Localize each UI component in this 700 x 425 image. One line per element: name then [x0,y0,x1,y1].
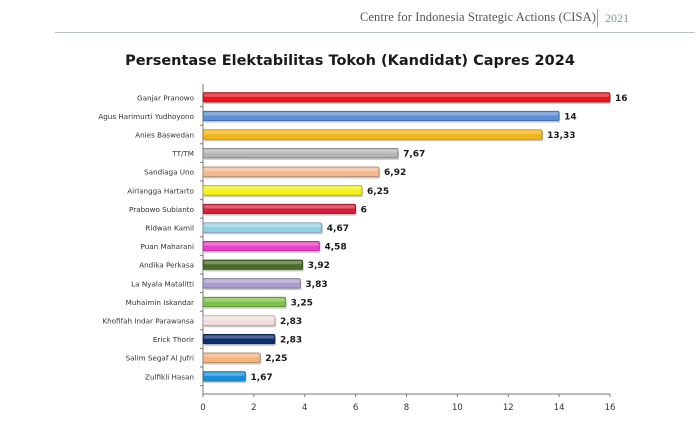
bar-highlight [204,260,302,265]
bar [202,334,276,345]
bar [202,92,611,103]
header-separator [597,9,598,27]
header-divider [55,32,695,33]
value-label: 1,67 [250,373,272,383]
x-tick-label: 2 [251,403,256,413]
category-label: Khofifah Indar Parawansa [102,317,194,326]
bar [202,166,380,177]
value-label: 4,67 [327,224,349,234]
bar [202,259,304,270]
value-label: 4,58 [325,243,347,253]
category-label: TT/TM [171,149,194,158]
category-label: Agus Harimurti Yudhoyono [98,112,194,121]
value-label: 14 [564,112,577,122]
bar-highlight [204,279,300,283]
bar-highlight [204,316,274,321]
bar-highlight [204,149,398,153]
category-label: Andika Perkasa [139,261,194,270]
value-label: 6,25 [367,187,389,197]
category-label: Sandiaga Uno [144,168,194,177]
bar-highlight [204,205,355,209]
bar [202,203,356,214]
x-tick-label: 12 [503,403,514,413]
category-label: Salim Segaf Al Jufri [126,354,194,363]
bar [202,315,276,326]
bar [202,222,323,233]
bar-highlight [204,167,379,172]
bar-highlight [204,130,542,135]
bar [202,371,246,382]
x-tick-label: 10 [452,403,463,413]
bar [202,185,363,196]
bar-highlight [204,223,321,228]
x-tick-label: 6 [353,403,358,413]
x-tick-label: 16 [605,403,616,413]
value-label: 6 [361,205,367,215]
report-header: Centre for Indonesia Strategic Actions (… [0,0,700,36]
category-label: Prabowo Subianto [129,205,194,214]
bar-highlight [204,112,559,116]
category-label: La Nyala Matalitti [131,279,194,288]
bar-highlight [204,186,361,190]
category-label: Ridwan Kamil [145,224,194,233]
bar [202,352,261,363]
value-label: 16 [615,94,628,104]
bar-highlight [204,372,245,376]
value-label: 6,92 [384,168,406,178]
bar [202,278,301,289]
bar-highlight [204,242,319,246]
category-label: Puan Maharani [141,242,195,251]
chart-title: Persentase Elektabilitas Tokoh (Kandidat… [125,53,575,69]
category-label: Ganjar Pranowo [137,93,194,102]
bar-highlight [204,335,274,339]
value-label: 3,25 [291,298,313,308]
bar [202,241,320,252]
x-tick-label: 0 [200,403,205,413]
bar [202,110,560,121]
value-label: 13,33 [547,131,575,141]
bar [202,129,543,140]
x-tick-label: 8 [404,403,409,413]
value-label: 7,67 [403,150,425,160]
organization-name: Centre for Indonesia Strategic Actions (… [359,10,596,24]
value-label: 3,83 [305,280,327,290]
category-label: Zulfikli Hasan [145,372,194,381]
bar-highlight [204,93,609,97]
x-tick-label: 14 [554,403,565,413]
value-label: 2,25 [265,354,287,364]
value-label: 2,83 [280,317,302,327]
report-year: 2021 [605,11,629,25]
category-label: Muhaimin Iskandar [126,298,194,307]
bar [202,148,399,159]
bar-highlight [204,353,260,358]
value-label: 3,92 [308,261,330,271]
bar-highlight [204,298,285,302]
x-tick-label: 4 [302,403,307,413]
category-label: Erick Thorir [153,335,194,344]
category-label: Airlangga Hartarto [127,186,194,195]
category-label: Anies Baswedan [135,131,194,140]
value-label: 2,83 [280,336,302,346]
bar [202,296,286,307]
